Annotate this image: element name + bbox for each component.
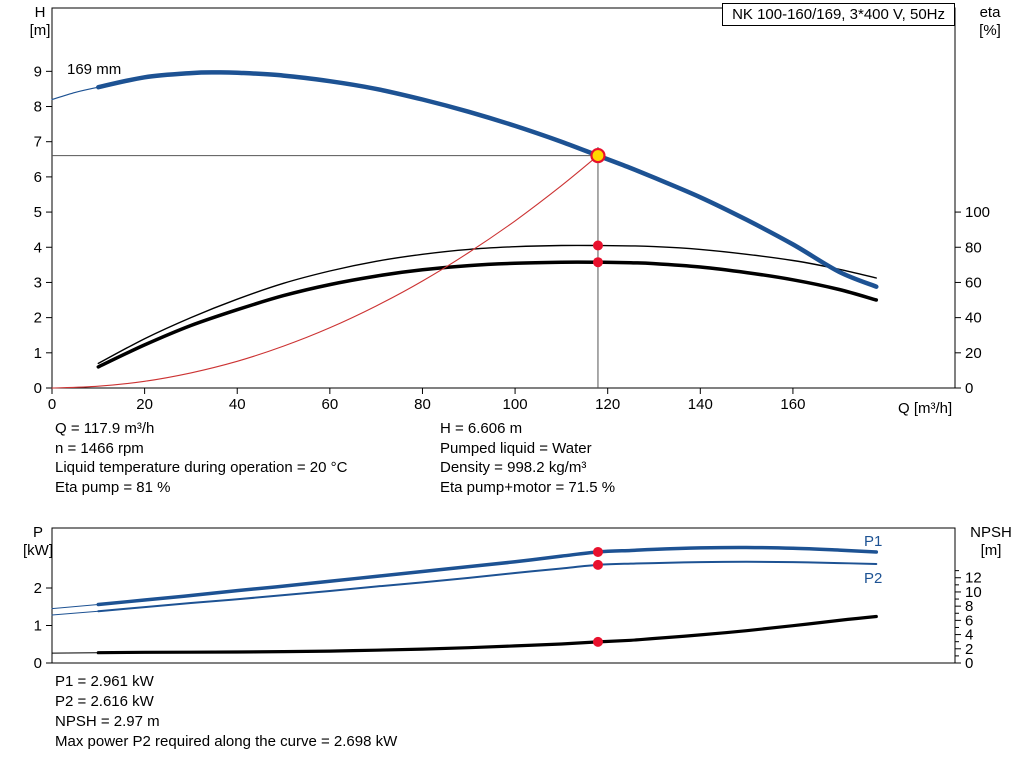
x-tick-label: 160 (780, 396, 805, 413)
h-axis-label-line2: [m] (29, 22, 51, 39)
result-npsh: NPSH = 2.97 m (55, 713, 160, 730)
head-curve-169mm (96, 70, 879, 289)
h-axis-label-line1: H (34, 4, 46, 21)
y-left-tick-label: 9 (34, 63, 42, 80)
p1-curve (96, 545, 879, 607)
system-curve (51, 155, 599, 389)
y-right-tick-label: 2 (965, 641, 973, 658)
p2-curve-lead (51, 610, 99, 616)
y-left-tick-label: 1 (34, 345, 42, 362)
p-axis-label-line1: P (32, 524, 43, 541)
result-max-p2: Max power P2 required along the curve = … (55, 733, 398, 750)
p-axis-label: P [kW] (16, 524, 60, 560)
h-axis-label: H [m] (20, 4, 60, 40)
duty-info-left: Q = 117.9 m³/h n = 1466 rpm Liquid tempe… (55, 419, 347, 497)
y-right-tick-label: 10 (965, 584, 982, 601)
plot-frame-1 (51, 527, 956, 664)
info-pumped-liquid: Pumped liquid = Water (440, 439, 592, 457)
y-left-tick-label: 1 (34, 618, 42, 635)
info-density: Density = 998.2 kg/m³ (440, 459, 587, 476)
info-speed: n = 1466 rpm (55, 439, 144, 457)
x-tick-label: 100 (503, 396, 528, 413)
y-right-tick-label: 4 (965, 627, 973, 644)
y-left-tick-label: 3 (34, 274, 42, 291)
x-tick-label: 20 (136, 396, 153, 413)
y-right-tick-label: 6 (965, 612, 973, 629)
info-flow: Q = 117.9 m³/h (55, 420, 155, 437)
p1-curve-label: P1 (864, 533, 883, 550)
info-eta-pump-motor: Eta pump+motor = 71.5 % (440, 478, 616, 496)
plot-frame-0 (51, 7, 956, 389)
q-axis-label: Q [m³/h] (898, 400, 953, 417)
eta-axis-label-line2: [%] (979, 22, 1001, 39)
x-tick-label: 40 (229, 396, 246, 413)
y-left-tick-label: 5 (34, 204, 42, 221)
duty-point[interactable] (590, 147, 606, 164)
head-curve-lead (51, 86, 99, 101)
y-right-tick-label: 60 (965, 274, 982, 291)
x-tick-label: 60 (322, 396, 339, 413)
p2-point (592, 559, 603, 570)
eta-axis-label-line1: eta (979, 4, 1001, 21)
y-right-tick-label: 40 (965, 310, 982, 327)
y-right-tick-label: 100 (965, 204, 990, 221)
x-tick-label: 120 (595, 396, 620, 413)
p1-curve-lead (51, 604, 99, 610)
impeller-size-label: 169 mm (67, 61, 122, 78)
y-right-tick-label: 0 (965, 380, 973, 397)
info-liquid-temp: Liquid temperature during operation = 20… (55, 459, 348, 476)
y-left-tick-label: 4 (34, 239, 42, 256)
result-p2: P2 = 2.616 kW (55, 693, 154, 710)
result-info: P1 = 2.961 kW P2 = 2.616 kW NPSH = 2.97 … (55, 672, 397, 752)
y-right-tick-label: 8 (965, 598, 973, 615)
duty-info-right: H = 6.606 m Pumped liquid = Water Densit… (440, 419, 615, 497)
eta-pump-point (592, 240, 603, 251)
x-tick-label: 0 (48, 396, 56, 413)
y-left-tick-label: 7 (34, 134, 42, 151)
eta-axis-label: eta [%] (964, 4, 1016, 40)
y-right-tick-label: 20 (965, 345, 982, 362)
npsh-curve (96, 614, 878, 655)
eta-pump-motor-point (592, 257, 603, 268)
y-right-tick-label: 80 (965, 239, 982, 256)
y-right-tick-label: 12 (965, 570, 982, 587)
npsh-axis-label-line2: [m] (980, 542, 1002, 559)
x-tick-label: 80 (414, 396, 431, 413)
eta-pump-motor-curve (96, 260, 879, 369)
x-tick-label: 140 (688, 396, 713, 413)
pump-title-box: NK 100-160/169, 3*400 V, 50Hz (722, 3, 955, 26)
p-axis-label-line2: [kW] (23, 542, 53, 559)
y-right-tick-label: 0 (965, 655, 973, 672)
y-left-tick-label: 0 (34, 655, 42, 672)
y-left-tick-label: 6 (34, 169, 42, 186)
npsh-axis-label-line1: NPSH (970, 524, 1012, 541)
y-left-tick-label: 8 (34, 99, 42, 116)
p2-curve (97, 560, 878, 613)
y-left-tick-label: 2 (34, 310, 42, 327)
result-p1: P1 = 2.961 kW (55, 673, 154, 690)
y-left-tick-label: 2 (34, 580, 42, 597)
npsh-axis-label: NPSH [m] (962, 524, 1020, 560)
eta-pump-curve (97, 244, 877, 365)
npsh-point (592, 636, 603, 647)
y-left-tick-label: 0 (34, 380, 42, 397)
info-eta-pump: Eta pump = 81 % (55, 478, 171, 496)
info-head: H = 6.606 m (440, 420, 523, 437)
p1-point (592, 546, 603, 557)
p2-curve-label: P2 (864, 570, 883, 587)
